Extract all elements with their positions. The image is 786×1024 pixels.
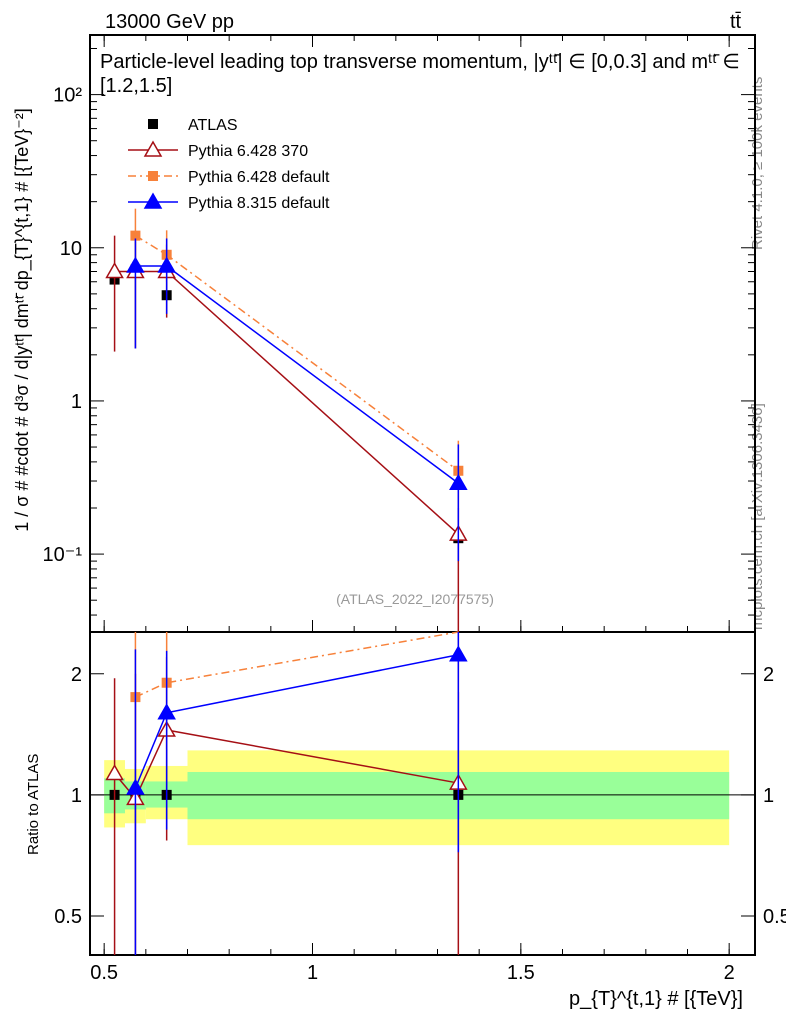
- y-tick-label: 1: [71, 391, 82, 413]
- ratio-point-pythia-8-315-default: [126, 778, 145, 795]
- legend-label-atlas: ATLAS: [188, 117, 238, 134]
- plot-title: Particle-level leading top transverse mo…: [100, 51, 740, 97]
- main-line-pythia-6-428-370: [114, 270, 459, 535]
- ratio-y-tick-label: 1: [763, 785, 774, 807]
- ratio-frame: [89, 631, 756, 956]
- main-point-pythia-8-315-default: [157, 256, 176, 273]
- ratio-y-axis-label: Ratio to ATLAS: [25, 754, 42, 855]
- legend-marker-pythia-8-315-default: [143, 192, 163, 209]
- ratio-line-pythia-6-428-370: [114, 729, 459, 800]
- ratio-y-tick-label: 2: [71, 664, 82, 686]
- main-line-pythia-8-315-default: [135, 265, 459, 484]
- x-axis-label: p_{T}^{t,1} # [{TeV}]: [569, 988, 743, 1010]
- legend-marker-pythia-6-428-370: [143, 140, 163, 157]
- y-axis-label: 1 / σ # #cdot # d³σ / d|yᵗᵗ̄| dmᵗᵗ̄ dp_{…: [12, 108, 33, 532]
- y-tick-label: 10: [60, 238, 82, 260]
- x-tick-label: 2: [724, 962, 735, 984]
- legend-marker-pythia-6-428-default: [148, 171, 158, 181]
- legend-label-pythia-8-315-default: Pythia 8.315 default: [188, 195, 330, 212]
- legend-label-pythia-6-428-370: Pythia 6.428 370: [188, 143, 308, 160]
- ratio-y-tick-label: 1: [71, 785, 82, 807]
- y-tick-label: 10⁻¹: [43, 544, 83, 566]
- ratio-point-pythia-8-315-default: [449, 645, 468, 662]
- analysis-label: (ATLAS_2022_I2077575): [336, 591, 494, 607]
- x-tick-label: 1.5: [507, 962, 535, 984]
- x-tick-label: 1: [307, 962, 318, 984]
- x-tick-label: 0.5: [90, 962, 118, 984]
- process-label: tt̄: [730, 11, 742, 33]
- main-point-pythia-8-315-default: [126, 256, 145, 273]
- mcplots-label: mcplots.cern.ch [arXiv:1306.3436]: [749, 403, 766, 630]
- ratio-point-pythia-8-315-default: [157, 703, 176, 720]
- legend-label-pythia-6-428-default: Pythia 6.428 default: [188, 169, 330, 186]
- legend-marker-atlas: [148, 119, 158, 129]
- ratio-y-tick-label: 0.5: [763, 906, 786, 928]
- y-tick-label: 10²: [53, 85, 82, 107]
- main-point-pythia-8-315-default: [449, 473, 468, 491]
- main-point-pythia-6-428-default: [130, 230, 141, 241]
- ratio-y-tick-label: 2: [763, 664, 774, 686]
- energy-label: 13000 GeV pp: [105, 11, 234, 33]
- main-line-pythia-6-428-default: [135, 235, 459, 472]
- ratio-y-tick-label: 0.5: [54, 906, 82, 928]
- ratio-point-pythia-6-428-370: [105, 764, 124, 781]
- main-point-pythia-6-428-370: [105, 261, 124, 279]
- rivet-label: Rivet 4.1.0, ≥ 100k events: [749, 77, 766, 250]
